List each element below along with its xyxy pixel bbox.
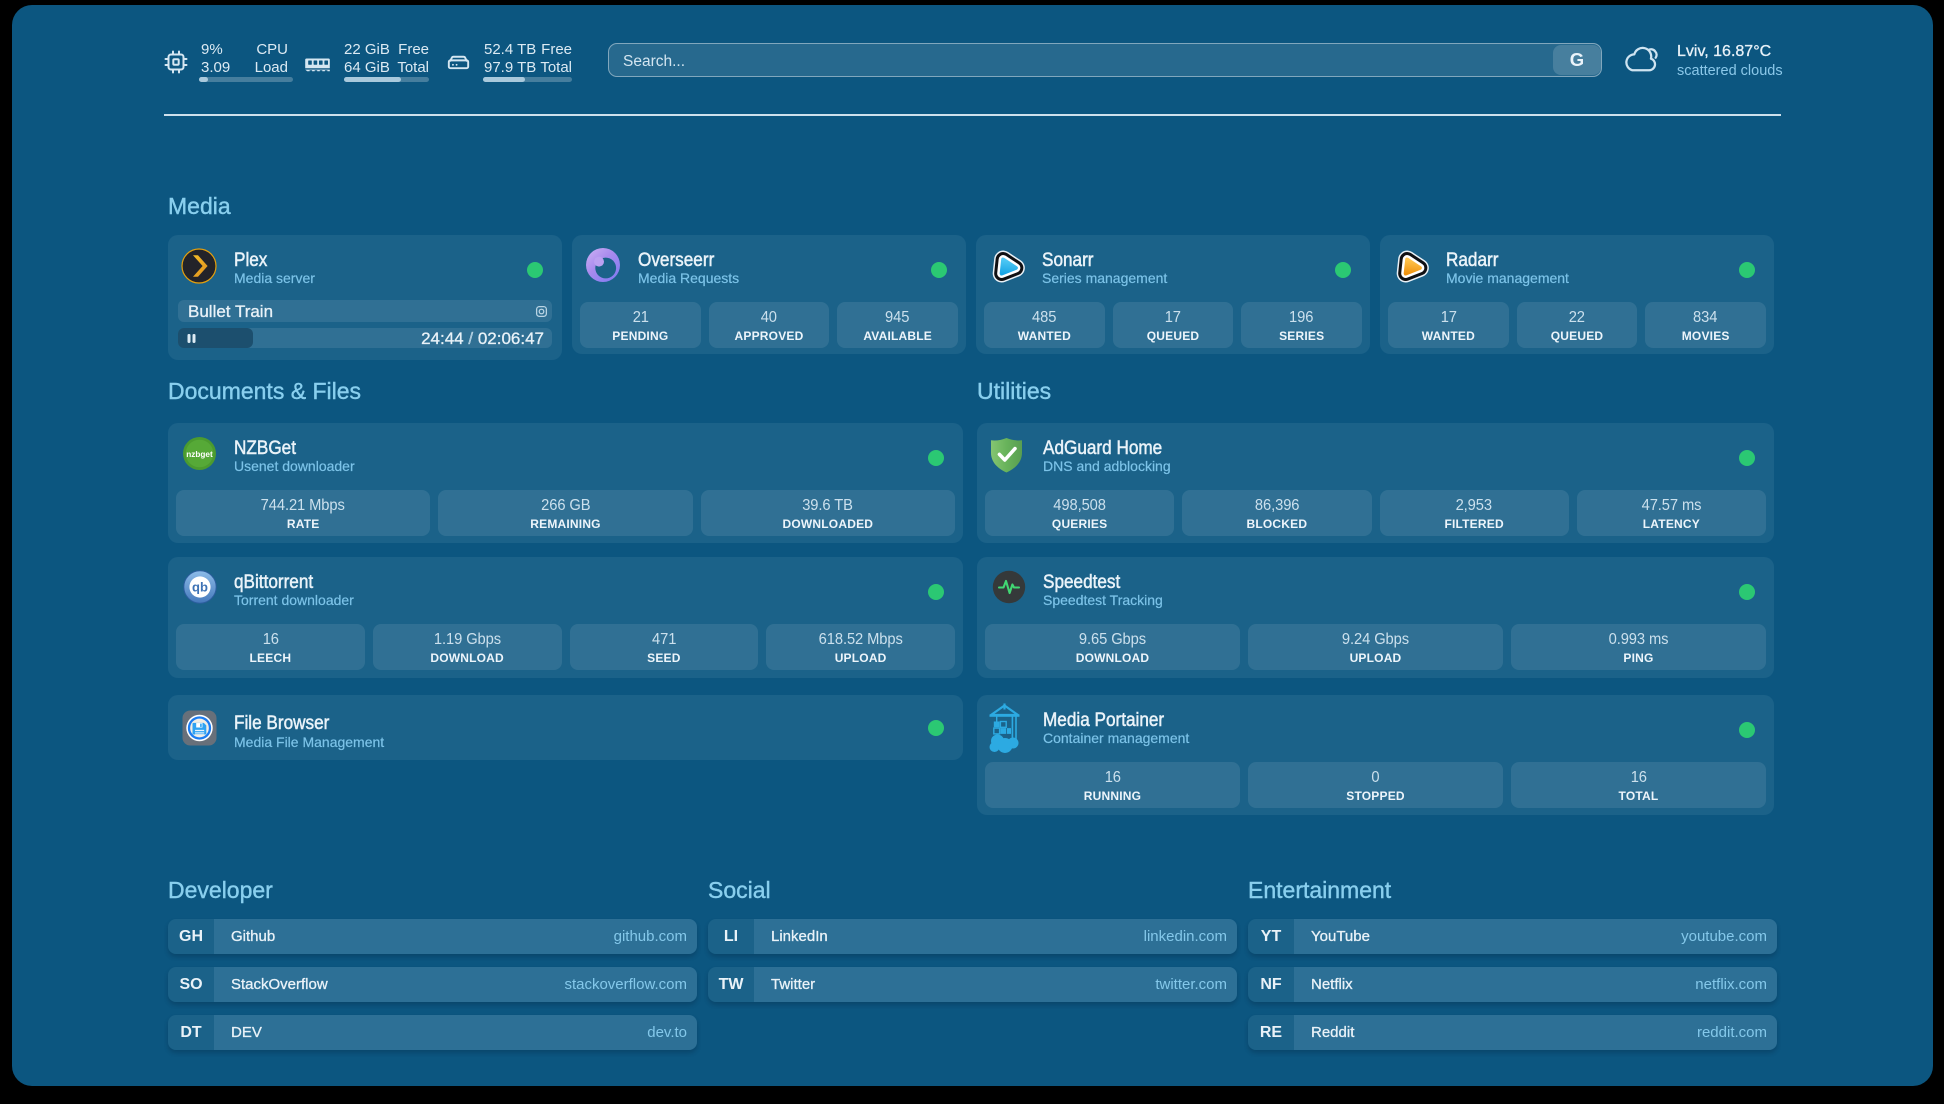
- svg-text:nzbget: nzbget: [186, 450, 213, 459]
- svg-text:qb: qb: [192, 580, 208, 595]
